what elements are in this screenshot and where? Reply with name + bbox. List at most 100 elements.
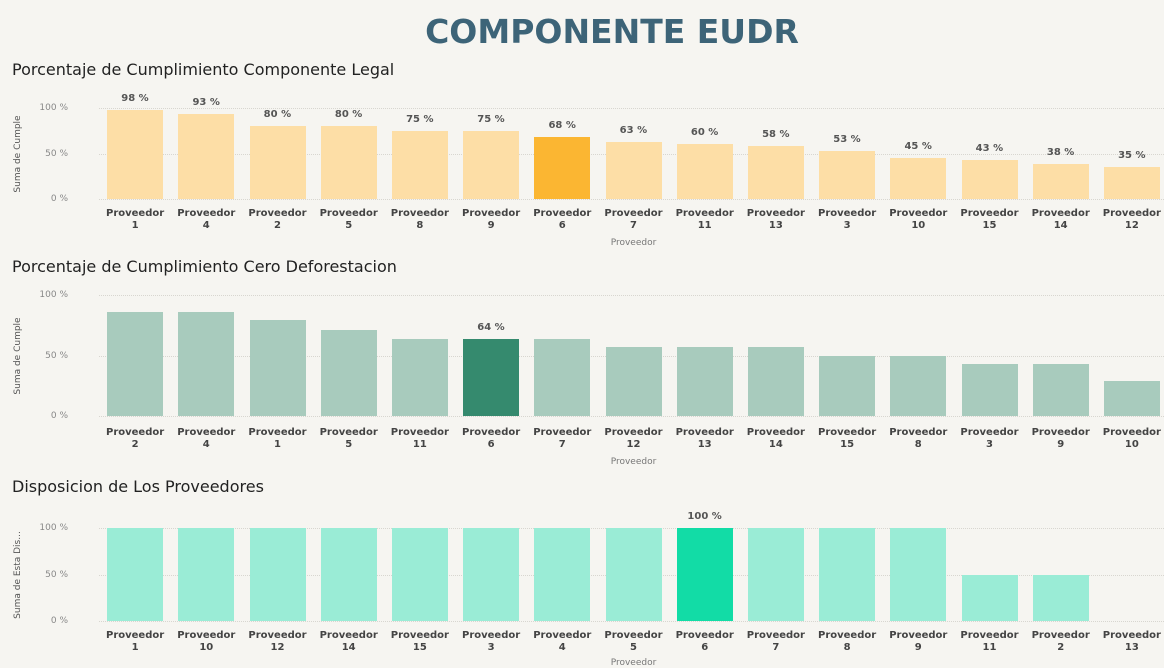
bar xyxy=(178,528,235,621)
x-tick-label: Proveedor 8 xyxy=(390,208,449,231)
y-tick-label: 0 % xyxy=(50,194,68,204)
x-tick-label: Proveedor 7 xyxy=(746,630,805,653)
x-tick-label: Proveedor 6 xyxy=(533,208,592,231)
y-tick-label: 100 % xyxy=(39,103,68,113)
bar xyxy=(961,363,1018,416)
x-axis-label: Proveedor xyxy=(610,457,657,467)
value-label: 93 % xyxy=(192,97,220,109)
bar xyxy=(747,146,804,199)
value-label: 98 % xyxy=(121,92,149,104)
grid-line xyxy=(99,108,1164,109)
x-tick-label: Proveedor 12 xyxy=(1102,208,1161,231)
x-tick-label: Proveedor 15 xyxy=(390,630,449,653)
value-label: 100 % xyxy=(687,511,722,522)
bar xyxy=(463,130,520,199)
value-label: 38 % xyxy=(1046,147,1075,159)
value-label: 58 % xyxy=(762,129,790,141)
bar xyxy=(605,347,662,416)
x-tick-label: Proveedor 12 xyxy=(248,630,307,653)
bar xyxy=(1032,363,1089,416)
grid-line xyxy=(99,295,1164,296)
x-tick-label: Proveedor 13 xyxy=(1102,630,1161,653)
y-tick-label: 100 % xyxy=(39,523,68,533)
x-tick-label: Proveedor 12 xyxy=(604,427,663,450)
x-tick-label: Proveedor 13 xyxy=(746,208,805,231)
x-tick-label: Proveedor 5 xyxy=(604,630,663,653)
x-tick-label: Proveedor 14 xyxy=(1031,208,1090,231)
x-tick-label: Proveedor 3 xyxy=(960,427,1019,450)
value-label: 35 % xyxy=(1118,150,1146,162)
bar xyxy=(463,338,520,416)
bar xyxy=(747,528,804,621)
bar xyxy=(819,150,876,199)
value-label: 80 % xyxy=(334,109,363,121)
x-tick-label: Proveedor 10 xyxy=(177,630,236,653)
x-tick-label: Proveedor 7 xyxy=(604,208,663,231)
x-tick-label: Proveedor 2 xyxy=(106,427,165,450)
x-tick-label: Proveedor 3 xyxy=(818,208,877,231)
x-tick-label: Proveedor 10 xyxy=(1102,427,1161,450)
bar xyxy=(249,126,306,199)
bar xyxy=(1032,164,1089,199)
bar xyxy=(534,528,591,621)
bar xyxy=(819,355,876,416)
bar xyxy=(391,528,448,621)
x-tick-label: Proveedor 8 xyxy=(818,630,877,653)
bar xyxy=(747,347,804,416)
bar xyxy=(1103,167,1160,199)
bar xyxy=(961,574,1018,621)
bar xyxy=(605,528,662,621)
x-tick-label: Proveedor 1 xyxy=(106,630,165,653)
bar xyxy=(890,158,947,199)
bar xyxy=(676,144,733,199)
y-tick-label: 0 % xyxy=(50,411,68,421)
bar xyxy=(890,528,947,621)
x-tick-label: Proveedor 6 xyxy=(675,630,734,653)
bar xyxy=(249,528,306,621)
bar xyxy=(676,528,733,621)
grid-line xyxy=(99,199,1164,200)
x-tick-label: Proveedor 2 xyxy=(1031,630,1090,653)
value-label: 75 % xyxy=(406,113,434,125)
value-label: 75 % xyxy=(477,113,505,125)
x-tick-label: Proveedor 10 xyxy=(889,208,948,231)
value-label: 63 % xyxy=(619,124,648,136)
y-tick-label: 50 % xyxy=(45,350,68,361)
x-tick-label: Proveedor 1 xyxy=(248,427,307,450)
x-axis-label: Proveedor xyxy=(610,658,657,668)
x-tick-label: Proveedor 4 xyxy=(533,630,592,653)
x-tick-label: Proveedor 4 xyxy=(177,427,236,450)
bar xyxy=(107,528,164,621)
x-tick-label: Proveedor 9 xyxy=(889,630,948,653)
bar xyxy=(605,141,662,199)
bar xyxy=(463,528,520,621)
x-tick-label: Proveedor 2 xyxy=(248,208,307,231)
bar xyxy=(178,311,235,416)
chart-title: Disposicion de Los Proveedores xyxy=(12,477,264,496)
y-tick-label: 100 % xyxy=(39,290,68,300)
value-label: 60 % xyxy=(690,127,719,139)
y-tick-label: 50 % xyxy=(45,569,68,580)
y-tick-label: 50 % xyxy=(45,148,68,159)
value-label: 45 % xyxy=(904,141,932,153)
value-label: 68 % xyxy=(548,120,576,132)
bar xyxy=(391,130,448,199)
x-tick-label: Proveedor 15 xyxy=(818,427,877,450)
bar xyxy=(1103,380,1160,416)
x-tick-label: Proveedor 5 xyxy=(319,427,378,450)
bar xyxy=(320,528,377,621)
x-tick-label: Proveedor 6 xyxy=(462,427,521,450)
x-tick-label: Proveedor 9 xyxy=(1031,427,1090,450)
dashboard-title: COMPONENTE EUDR xyxy=(425,12,799,51)
value-label: 80 % xyxy=(263,109,292,121)
x-tick-label: Proveedor 3 xyxy=(462,630,521,653)
x-tick-label: Proveedor 5 xyxy=(319,208,378,231)
bar xyxy=(391,338,448,416)
value-label: 43 % xyxy=(975,142,1004,154)
x-tick-label: Proveedor 15 xyxy=(960,208,1019,231)
bar xyxy=(676,347,733,416)
value-label: 53 % xyxy=(833,133,861,145)
x-tick-label: Proveedor 7 xyxy=(533,427,592,450)
x-tick-label: Proveedor 13 xyxy=(675,427,734,450)
